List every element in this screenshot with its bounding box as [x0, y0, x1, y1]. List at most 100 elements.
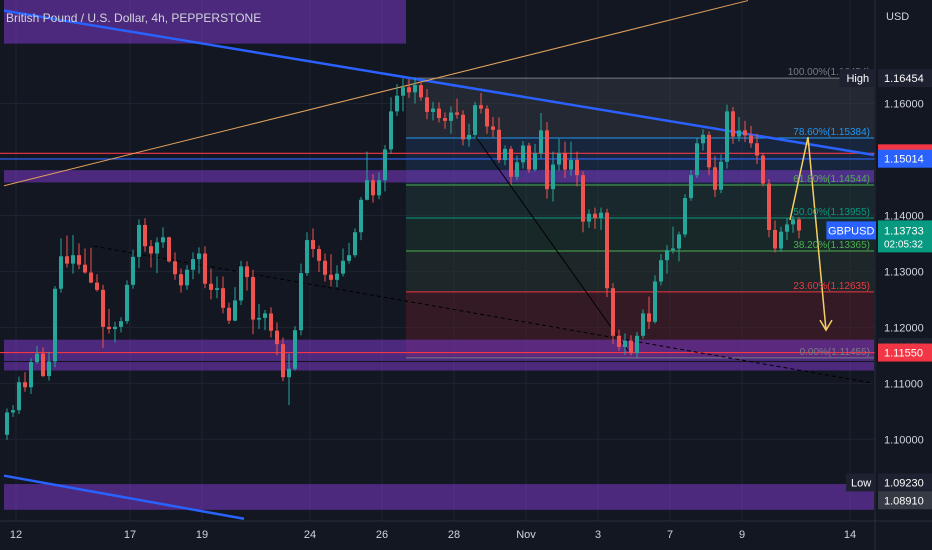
- candle-body: [419, 85, 423, 98]
- candle-body: [539, 130, 543, 154]
- price-tag-label: Low: [851, 477, 871, 489]
- fib-band: [406, 250, 874, 292]
- candle-body: [479, 105, 483, 109]
- x-tick-label: 9: [739, 529, 745, 541]
- candle-body: [665, 250, 669, 261]
- trendline: [93, 245, 875, 384]
- candle-body: [647, 313, 651, 322]
- arrow-path: [789, 136, 827, 331]
- chart-title: British Pound / U.S. Dollar, 4h, PEPPERS…: [6, 11, 262, 25]
- fib-labels: 100.00%(1.16454) 78.60%(1.15384) 61.80%(1.…: [788, 67, 870, 358]
- price-tag-value: 1.13733: [884, 225, 924, 237]
- candle-body: [383, 149, 387, 181]
- candle-body: [503, 148, 507, 161]
- zones: [4, 0, 874, 510]
- candle-body: [11, 410, 15, 413]
- x-tick-label: 24: [304, 529, 316, 541]
- candle-body: [41, 353, 45, 377]
- price-tag-timer: 02:05:32: [884, 239, 923, 250]
- candle-body: [71, 255, 75, 264]
- candle-body: [317, 249, 321, 261]
- candle-body: [389, 111, 393, 150]
- candle-body: [563, 153, 567, 170]
- y-tick-label: 1.11000: [884, 378, 923, 390]
- candle-body: [437, 108, 441, 119]
- fib-level-label: 61.80%(1.14544): [793, 174, 870, 185]
- candle-body: [209, 283, 213, 290]
- candle-body: [659, 260, 663, 282]
- supply-demand-zone: [4, 170, 874, 183]
- candle-body: [233, 300, 237, 321]
- horizontal-lines: [0, 152, 875, 354]
- candle-body: [779, 231, 783, 249]
- candle-body: [671, 248, 675, 251]
- fib-level-label: 38.20%(1.13365): [793, 240, 870, 251]
- candle-body: [359, 199, 363, 233]
- x-axis-ticks: 12 17 19 24 26 28 Nov 3 7 9 14: [10, 529, 856, 541]
- candle-body: [641, 313, 645, 336]
- fib-level-label: 0.00%(1.11455): [800, 347, 870, 358]
- candle-body: [275, 330, 279, 345]
- candle-body: [5, 412, 9, 435]
- candle-body: [17, 382, 21, 411]
- candle-body: [617, 335, 621, 347]
- candle-body: [485, 108, 489, 127]
- candle-body: [725, 111, 729, 162]
- price-tags: 1.16454High1.151101.150141.1373302:05:32…: [826, 69, 932, 510]
- candle-body: [713, 167, 717, 190]
- trendline: [3, 474, 245, 520]
- candle-body: [599, 212, 603, 219]
- x-tick-label: 12: [10, 529, 22, 541]
- candle-body: [155, 242, 159, 254]
- candle-body: [323, 260, 327, 275]
- candle-body: [449, 112, 453, 121]
- price-tag-value: 1.16454: [884, 73, 924, 85]
- x-tick-label: 28: [448, 529, 460, 541]
- price-axis[interactable]: [875, 0, 932, 550]
- x-tick-label: 7: [667, 529, 673, 541]
- candle-body: [137, 224, 141, 257]
- candle-body: [113, 326, 117, 330]
- price-tag-box: [878, 491, 932, 510]
- candle-body: [215, 288, 219, 290]
- candle-body: [227, 307, 231, 321]
- y-tick-label: 1.12000: [884, 322, 924, 334]
- price-tag-box: [878, 149, 932, 168]
- candle-body: [581, 175, 585, 222]
- fib-band: [406, 78, 874, 139]
- candle-body: [761, 155, 765, 184]
- candle-body: [77, 255, 81, 265]
- candle-body: [299, 273, 303, 331]
- candle-body: [257, 317, 261, 320]
- candle-body: [701, 134, 705, 144]
- candle-body: [737, 130, 741, 137]
- candle-body: [35, 353, 39, 363]
- y-tick-label: 1.13000: [884, 266, 924, 278]
- candle-body: [575, 160, 579, 176]
- candle-body: [611, 288, 615, 336]
- price-tag-box: [878, 343, 932, 362]
- candle-body: [521, 145, 525, 163]
- candle-body: [353, 232, 357, 256]
- time-axis[interactable]: [0, 521, 875, 550]
- candle-body: [683, 198, 687, 235]
- candle-body: [497, 129, 501, 161]
- candle-body: [191, 259, 195, 270]
- supply-demand-zone: [4, 484, 874, 510]
- x-tick-label: Nov: [516, 529, 536, 541]
- price-tag-label: GBPUSD: [828, 225, 875, 237]
- candle-body: [509, 148, 513, 177]
- price-tag-label-box: [846, 473, 876, 492]
- candle-body: [173, 261, 177, 275]
- candle-body: [407, 87, 411, 93]
- candle-body: [149, 246, 153, 254]
- price-tag-value: 1.08910: [884, 495, 924, 507]
- x-tick-label: 14: [844, 529, 856, 541]
- candle-body: [545, 130, 549, 190]
- candle-body: [23, 382, 27, 388]
- candle-body: [167, 237, 171, 262]
- candle-body: [347, 255, 351, 261]
- candle-body: [551, 164, 555, 190]
- candle-body: [797, 219, 801, 231]
